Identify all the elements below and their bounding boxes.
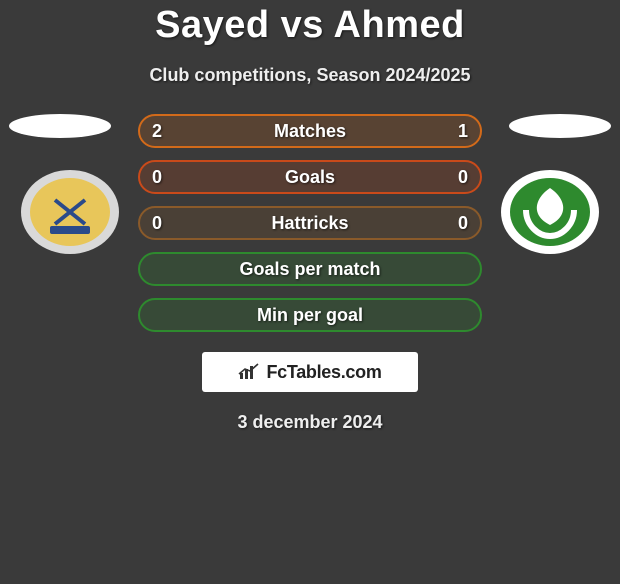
club-left-badge	[20, 170, 120, 255]
mpg-label: Min per goal	[140, 305, 480, 326]
player-right-photo	[509, 114, 611, 138]
row-min-per-goal: Min per goal	[138, 298, 482, 332]
row-matches: 2 Matches 1	[138, 114, 482, 148]
chart-icon	[238, 363, 260, 381]
row-goals-per-match: Goals per match	[138, 252, 482, 286]
comparison-area: 2 Matches 1 0 Goals 0 0 Hattricks 0 Goal…	[0, 114, 620, 433]
source-text: FcTables.com	[266, 362, 381, 383]
row-goals: 0 Goals 0	[138, 160, 482, 194]
subtitle: Club competitions, Season 2024/2025	[0, 65, 620, 86]
hattricks-label: Hattricks	[140, 213, 480, 234]
club-right-badge	[500, 170, 600, 255]
row-hattricks: 0 Hattricks 0	[138, 206, 482, 240]
gpm-label: Goals per match	[140, 259, 480, 280]
goals-label: Goals	[140, 167, 480, 188]
date-label: 3 december 2024	[0, 412, 620, 433]
player-left-photo	[9, 114, 111, 138]
source-badge: FcTables.com	[202, 352, 418, 392]
page-title: Sayed vs Ahmed	[0, 4, 620, 47]
stat-rows: 2 Matches 1 0 Goals 0 0 Hattricks 0 Goal…	[138, 114, 482, 332]
matches-label: Matches	[140, 121, 480, 142]
